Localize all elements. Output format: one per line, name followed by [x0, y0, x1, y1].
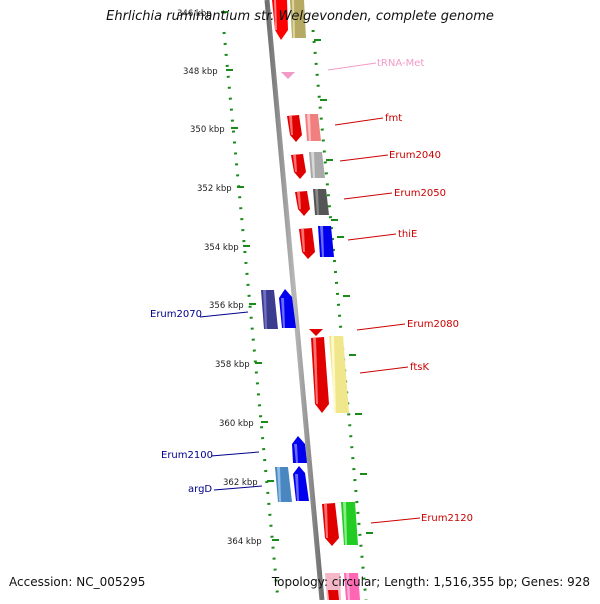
callout-lines	[199, 62, 421, 524]
gene-fmt-pair[interactable]	[305, 114, 321, 141]
kbp-labels: 346 kbp 348 kbp 350 kbp 352 kbp 354 kbp …	[177, 9, 262, 547]
kbp-label-348: 348 kbp	[183, 67, 218, 77]
gene-labels: tRNA-Met fmt Erum2040 Erum2050 thiE Erum…	[150, 58, 473, 524]
gene-partial-bottom-magenta[interactable]	[344, 573, 360, 600]
kbp-label-352: 352 kbp	[197, 184, 232, 194]
gene-erum2120-red[interactable]	[322, 503, 339, 546]
gene-thie-red[interactable]	[299, 228, 315, 259]
gene-ftsk-red[interactable]	[311, 337, 329, 413]
map-title: Ehrlichia ruminantium str. Welgevonden, …	[106, 9, 494, 24]
label-fmt[interactable]: fmt	[385, 113, 402, 124]
kbp-label-358: 358 kbp	[215, 360, 250, 370]
outer-ruler-track-right	[311, 29, 368, 601]
gene-fmt[interactable]	[287, 115, 302, 142]
kbp-label-360: 360 kbp	[219, 419, 254, 429]
gene-ftsk[interactable]	[329, 336, 349, 413]
kbp-label-354: 354 kbp	[204, 243, 239, 253]
gene-erum2120[interactable]	[341, 502, 358, 545]
gene-argd-pair[interactable]	[293, 466, 309, 501]
kbp-label-362: 362 kbp	[223, 478, 258, 488]
gene-partial-bottom-red[interactable]	[328, 590, 339, 600]
label-erum2120[interactable]: Erum2120	[421, 513, 473, 524]
gene-erum2050-red[interactable]	[295, 191, 310, 216]
label-erum2070[interactable]: Erum2070	[150, 309, 202, 320]
label-argd[interactable]: argD	[188, 484, 212, 495]
gene-argd[interactable]	[275, 467, 292, 502]
genome-backbone	[264, 0, 325, 601]
gene-erum2050[interactable]	[313, 189, 329, 215]
label-erum2050[interactable]: Erum2050	[394, 188, 446, 199]
gene-erum2070-pair[interactable]	[279, 289, 296, 328]
kbp-label-364: 364 kbp	[227, 537, 262, 547]
gene-thie[interactable]	[318, 226, 334, 257]
topology-text: Topology: circular; Length: 1,516,355 bp…	[271, 575, 590, 589]
gene-erum2100[interactable]	[292, 436, 307, 463]
label-trna-met[interactable]: tRNA-Met	[377, 58, 424, 69]
label-erum2080[interactable]: Erum2080	[407, 319, 459, 330]
label-erum2040[interactable]: Erum2040	[389, 150, 441, 161]
gene-erum2070[interactable]	[261, 290, 278, 329]
label-erum2100[interactable]: Erum2100	[161, 450, 213, 461]
gene-trna-met[interactable]	[281, 72, 295, 79]
gene-partial-top-red[interactable]	[272, 0, 288, 40]
kbp-label-356: 356 kbp	[209, 301, 244, 311]
gene-erum2040-red[interactable]	[291, 154, 306, 179]
label-ftsk[interactable]: ftsK	[410, 362, 429, 373]
accession-text: Accession: NC_005295	[9, 575, 146, 589]
kbp-label-346: 346 kbp	[177, 9, 212, 19]
ruler-ticks-left	[221, 11, 279, 541]
label-thie[interactable]: thiE	[398, 229, 417, 240]
ruler-ticks-right	[314, 39, 373, 534]
gene-erum2040[interactable]	[309, 152, 325, 178]
gene-erum2080[interactable]	[309, 329, 323, 336]
gene-partial-top-olive[interactable]	[290, 0, 306, 38]
kbp-label-350: 350 kbp	[190, 125, 225, 135]
